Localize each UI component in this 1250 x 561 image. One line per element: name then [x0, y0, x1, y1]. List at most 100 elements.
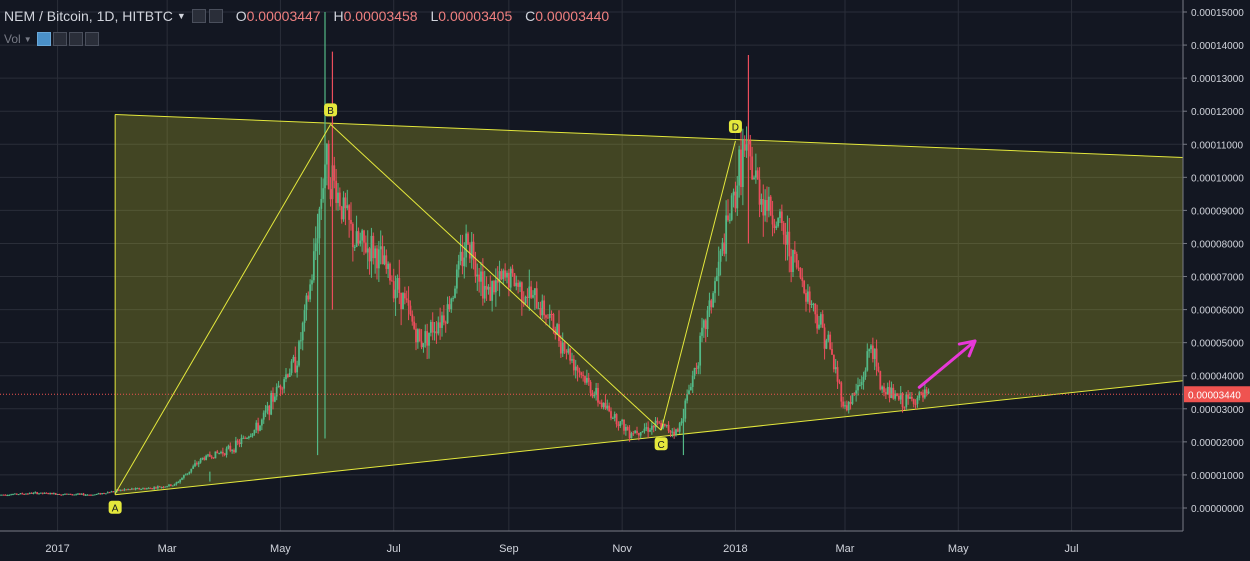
x-tick-label: Jul	[1065, 543, 1079, 555]
candle-body	[871, 345, 874, 359]
candle-body	[461, 251, 464, 267]
candle-body	[433, 331, 436, 333]
candle-body	[812, 303, 815, 305]
symbol-title[interactable]: NEM / Bitcoin, 1D, HITBTC	[4, 8, 173, 24]
plus-icon[interactable]	[68, 32, 83, 46]
candle-body	[701, 327, 703, 336]
candle-body	[689, 387, 692, 391]
candle-body	[704, 320, 707, 330]
gear-icon[interactable]	[208, 9, 223, 23]
candle-body	[290, 361, 293, 373]
candle-body	[574, 366, 577, 371]
candle-body	[708, 300, 711, 311]
x-tick-label: 2018	[723, 543, 747, 555]
close-icon[interactable]	[84, 32, 99, 46]
candle-body	[212, 457, 215, 459]
candle-body	[54, 493, 57, 495]
candle-body	[355, 231, 358, 247]
candle-body	[665, 424, 668, 426]
high-value: 0.00003458	[343, 8, 418, 24]
candle-body	[205, 455, 208, 460]
candle-body	[194, 463, 196, 467]
candle-body	[827, 334, 830, 341]
candle-body	[346, 205, 349, 209]
candle-body	[923, 389, 926, 398]
candle-body	[147, 487, 150, 489]
candle-body	[663, 423, 666, 426]
candle-body	[259, 425, 261, 431]
candle-body	[927, 391, 930, 394]
candle-body	[468, 244, 471, 259]
candle-body	[43, 492, 46, 494]
candle-body	[25, 493, 27, 495]
settings-icon[interactable]	[191, 9, 206, 23]
candle-body	[2, 494, 5, 496]
caret-down-icon[interactable]: ▼	[176, 11, 186, 21]
candle-body	[916, 397, 919, 404]
candle-body	[203, 457, 206, 460]
candle-body	[513, 273, 516, 287]
candle-body	[892, 387, 895, 399]
candle-body	[494, 280, 497, 293]
candle-body	[775, 226, 778, 229]
candle-body	[361, 230, 364, 241]
candle-body	[624, 427, 627, 431]
candle-body	[524, 296, 527, 304]
candle-body	[143, 488, 146, 490]
candle-body	[41, 492, 44, 494]
candle-body	[201, 457, 204, 459]
candle-body	[0, 494, 1, 496]
candle-body	[699, 335, 702, 366]
candle-body	[82, 493, 85, 496]
candle-body	[652, 425, 655, 428]
candle-body	[481, 271, 484, 299]
candle-body	[884, 392, 887, 395]
volume-label[interactable]: Vol	[4, 32, 21, 46]
candle-body	[693, 367, 696, 376]
candle-body	[890, 387, 893, 398]
candle-body	[374, 248, 377, 259]
candle-body	[368, 248, 371, 262]
open-label: O	[235, 8, 247, 24]
candle-body	[587, 377, 590, 382]
y-tick-label: 0.00012000	[1191, 107, 1244, 118]
candle-body	[645, 427, 648, 429]
candle-body	[439, 322, 442, 328]
candle-body	[740, 149, 742, 188]
candle-body	[507, 272, 510, 288]
candle-body	[541, 300, 544, 316]
candle-body	[407, 300, 410, 306]
candle-body	[862, 377, 865, 382]
eye-icon[interactable]	[36, 32, 51, 46]
candle-body	[242, 437, 245, 439]
candle-body	[641, 431, 644, 433]
candle-body	[405, 298, 408, 301]
candle-body	[849, 402, 852, 404]
candle-body	[247, 436, 250, 439]
candle-body	[168, 484, 170, 487]
caret-down-icon[interactable]: ▼	[23, 34, 32, 44]
candle-body	[853, 393, 856, 395]
y-tick-label: 0.00005000	[1191, 339, 1244, 350]
candle-body	[686, 393, 689, 401]
candle-body	[38, 493, 40, 495]
y-tick-label: 0.00000000	[1191, 504, 1244, 515]
candle-body	[758, 179, 761, 205]
high-label: H	[333, 8, 344, 24]
gear-icon[interactable]	[52, 32, 67, 46]
candle-body	[637, 432, 640, 436]
candle-body	[610, 411, 612, 419]
candle-body	[901, 393, 904, 408]
candle-body	[545, 315, 547, 318]
candle-body	[392, 281, 395, 299]
candle-body	[344, 197, 347, 209]
candle-body	[294, 356, 297, 373]
candle-body	[617, 424, 620, 427]
candle-body	[630, 433, 633, 439]
candle-body	[333, 165, 336, 181]
candle-body	[808, 291, 811, 305]
candle-body	[188, 471, 191, 474]
candle-body	[47, 493, 50, 495]
